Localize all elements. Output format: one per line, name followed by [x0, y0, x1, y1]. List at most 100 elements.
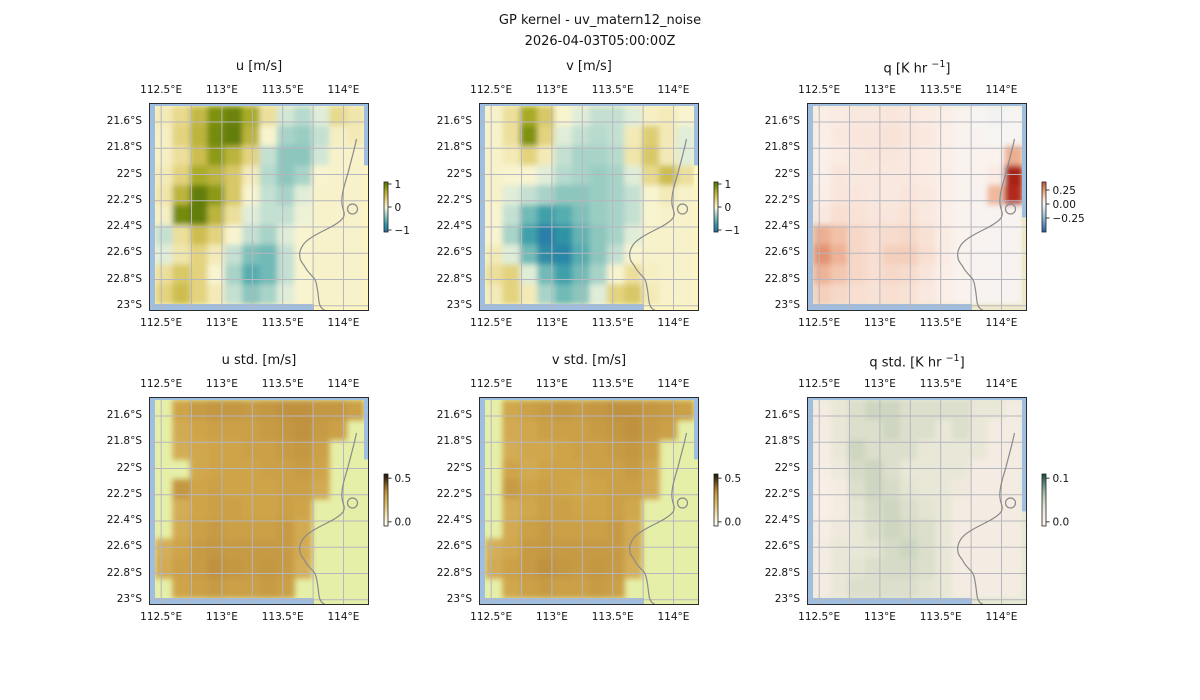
y-tick-u: 22°S [116, 167, 142, 180]
x-tick-bottom-v_std: 112.5°E [470, 611, 513, 623]
x-tick-top-u: 114°E [327, 84, 360, 96]
axes-border [479, 103, 699, 311]
title-sup: −1 [945, 353, 960, 364]
heatmap-q_std [813, 400, 1022, 598]
panel-title-q_std: q std. [K hr −1] [807, 353, 1027, 370]
x-tick-bottom-q_std: 112.5°E [798, 611, 841, 623]
axes-border [479, 397, 699, 605]
gridlines [149, 103, 369, 311]
ocean-strip-right [364, 103, 369, 166]
coastline [299, 432, 359, 605]
ocean-strip-left [149, 397, 155, 605]
x-tick-bottom-u_std: 113.5°E [261, 611, 304, 623]
x-tick-top-v: 112.5°E [470, 84, 513, 96]
x-tick-bottom-q: 113°E [863, 317, 896, 329]
x-tick-bottom-q_std: 113.5°E [919, 611, 962, 623]
y-tick-v_std: 22°S [446, 461, 472, 474]
heatmap-u_std [155, 400, 364, 598]
ocean-strip-bottom [807, 598, 972, 605]
ocean-strip-bottom [807, 304, 972, 311]
colorbar-tick-label: 0.25 [1053, 185, 1076, 197]
colorbar-q_std: 0.1 0.0 [1041, 473, 1070, 529]
colorbar-v: 1 0 −1 [713, 179, 740, 237]
x-tick-top-q_std: 112.5°E [798, 378, 841, 390]
colorbar-tick-label: 0.5 [725, 473, 742, 485]
coastline [629, 432, 689, 605]
y-tick-v: 21.6°S [436, 115, 472, 128]
colorbar-tick-label: −1 [395, 225, 410, 237]
map-u [149, 103, 369, 311]
ocean-strip-bottom [479, 598, 644, 605]
ocean-strip-left [149, 103, 155, 311]
x-tick-top-u: 112.5°E [140, 84, 183, 96]
y-tick-q_std: 22.2°S [764, 487, 800, 500]
x-tick-top-q_std: 113.5°E [919, 378, 962, 390]
y-tick-q: 22.4°S [764, 220, 800, 232]
title-sup: −1 [931, 59, 946, 70]
x-tick-top-v_std: 113°E [535, 378, 568, 390]
map-u_std [149, 397, 369, 605]
y-tick-v_std: 22.6°S [436, 540, 472, 553]
colorbar-q: 0.25 0.00 −0.25 [1041, 181, 1085, 233]
colorbar-tick-label: 0.0 [1053, 517, 1070, 529]
y-tick-v_std: 22.4°S [436, 514, 472, 526]
x-tick-bottom-q: 114°E [985, 317, 1018, 329]
figure-title-line2: 2026-04-03T05:00:00Z [524, 34, 676, 49]
ocean-strip-bottom [149, 304, 314, 311]
title-pre: v std. [m/s] [551, 353, 627, 368]
colorbar-tick-label: −0.25 [1053, 213, 1085, 225]
x-tick-top-q: 114°E [985, 84, 1018, 96]
ocean-strip-top [149, 103, 369, 106]
x-tick-bottom-v_std: 113°E [535, 611, 568, 623]
y-tick-v: 22.4°S [436, 220, 472, 232]
y-tick-v_std: 23°S [446, 592, 472, 605]
colorbar-bar [713, 473, 719, 527]
x-tick-bottom-u_std: 113°E [205, 611, 238, 623]
x-tick-top-u_std: 114°E [327, 378, 360, 390]
colorbar-u: 1 0 −1 [383, 179, 410, 237]
x-tick-bottom-q: 112.5°E [798, 317, 841, 329]
axes-border [807, 397, 1027, 605]
x-tick-top-q_std: 113°E [863, 378, 896, 390]
y-tick-u: 22.4°S [106, 220, 142, 232]
panel-title-u: u [m/s] [149, 59, 369, 74]
x-tick-top-u: 113°E [205, 84, 238, 96]
y-tick-q_std: 21.8°S [764, 435, 800, 448]
colorbar-bar [383, 181, 389, 233]
map-q_std [807, 397, 1027, 605]
colorbar-tick-label: 0.0 [395, 517, 412, 529]
y-tick-u_std: 21.6°S [106, 409, 142, 422]
y-tick-q: 23°S [774, 298, 800, 311]
x-tick-bottom-v: 113.5°E [591, 317, 634, 329]
y-tick-q_std: 22.8°S [764, 566, 800, 579]
colorbar-tick-label: −1 [725, 225, 740, 237]
colorbar-tick-label: 0 [725, 202, 732, 214]
x-tick-bottom-v_std: 114°E [657, 611, 690, 623]
y-tick-v_std: 22.2°S [436, 487, 472, 500]
y-tick-v: 22.8°S [436, 272, 472, 285]
x-tick-top-v_std: 114°E [657, 378, 690, 390]
x-tick-top-u_std: 113.5°E [261, 378, 304, 390]
map-q [807, 103, 1027, 311]
y-tick-q_std: 22°S [774, 461, 800, 474]
map-v_std [479, 397, 699, 605]
y-tick-q_std: 22.4°S [764, 514, 800, 526]
x-tick-bottom-u: 113.5°E [261, 317, 304, 329]
ocean-strip-top [479, 103, 699, 106]
y-tick-v_std: 21.6°S [436, 409, 472, 422]
y-tick-u: 22.6°S [106, 246, 142, 259]
x-tick-bottom-q_std: 114°E [985, 611, 1018, 623]
y-tick-q: 21.6°S [764, 115, 800, 128]
ocean-strip-left [807, 397, 813, 605]
figure-title-line1: GP kernel - uv_matern12_noise [498, 13, 702, 28]
title-pre: q [K hr [883, 61, 932, 77]
gridlines [479, 103, 699, 311]
x-tick-bottom-v_std: 113.5°E [591, 611, 634, 623]
heatmap-u [155, 106, 364, 304]
y-tick-u_std: 22.6°S [106, 540, 142, 553]
coastline [957, 432, 1017, 605]
y-tick-q: 21.8°S [764, 141, 800, 154]
colorbar-tick-label: 0 [395, 202, 402, 214]
ocean-strip-right [694, 103, 699, 166]
